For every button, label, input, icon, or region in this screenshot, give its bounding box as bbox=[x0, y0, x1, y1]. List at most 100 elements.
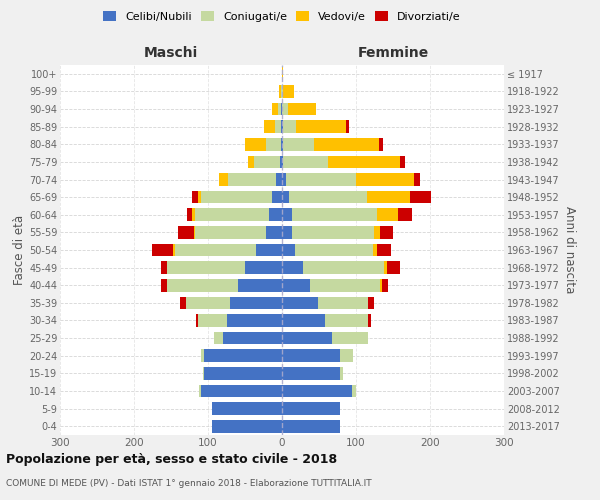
Bar bbox=[275, 120, 281, 133]
Bar bbox=[282, 402, 340, 415]
Bar bbox=[292, 226, 374, 238]
Bar bbox=[346, 120, 349, 133]
Bar bbox=[219, 173, 228, 186]
Bar bbox=[223, 332, 282, 344]
Bar bbox=[194, 208, 269, 221]
Text: Femmine: Femmine bbox=[358, 46, 428, 60]
Legend: Celibi/Nubili, Coniugati/e, Vedovi/e, Divorziati/e: Celibi/Nubili, Coniugati/e, Vedovi/e, Di… bbox=[103, 12, 461, 22]
Bar bbox=[167, 279, 238, 291]
Bar bbox=[276, 173, 282, 186]
Bar bbox=[282, 244, 295, 256]
Bar bbox=[192, 208, 194, 221]
Bar bbox=[380, 279, 382, 291]
Bar bbox=[296, 120, 346, 133]
Bar bbox=[204, 367, 282, 380]
Bar bbox=[196, 226, 266, 238]
Bar bbox=[254, 156, 280, 168]
Bar bbox=[180, 296, 186, 309]
Bar bbox=[196, 314, 199, 327]
Bar bbox=[368, 314, 371, 327]
Bar bbox=[281, 85, 282, 98]
Bar bbox=[238, 279, 282, 291]
Bar bbox=[356, 173, 414, 186]
Bar bbox=[314, 138, 379, 150]
Bar bbox=[161, 279, 167, 291]
Bar bbox=[279, 85, 281, 98]
Bar bbox=[398, 208, 412, 221]
Bar bbox=[200, 350, 204, 362]
Bar bbox=[303, 262, 384, 274]
Bar bbox=[282, 314, 325, 327]
Bar bbox=[212, 420, 282, 432]
Bar bbox=[199, 191, 202, 203]
Bar bbox=[382, 279, 388, 291]
Bar bbox=[374, 226, 380, 238]
Bar bbox=[282, 85, 283, 98]
Bar bbox=[266, 138, 281, 150]
Bar bbox=[230, 296, 282, 309]
Bar bbox=[282, 156, 283, 168]
Bar bbox=[282, 262, 303, 274]
Bar bbox=[289, 191, 367, 203]
Bar bbox=[282, 102, 288, 116]
Bar bbox=[214, 332, 223, 344]
Bar bbox=[282, 420, 340, 432]
Bar bbox=[282, 173, 286, 186]
Bar bbox=[377, 244, 391, 256]
Bar bbox=[269, 208, 282, 221]
Bar bbox=[282, 120, 283, 133]
Bar bbox=[286, 173, 356, 186]
Bar bbox=[186, 296, 230, 309]
Bar bbox=[387, 262, 400, 274]
Bar bbox=[295, 244, 373, 256]
Bar bbox=[264, 120, 275, 133]
Bar bbox=[410, 191, 431, 203]
Bar bbox=[280, 156, 282, 168]
Bar bbox=[282, 332, 332, 344]
Bar bbox=[377, 208, 398, 221]
Bar bbox=[272, 102, 278, 116]
Bar bbox=[282, 350, 340, 362]
Bar bbox=[282, 191, 289, 203]
Bar bbox=[173, 244, 175, 256]
Bar bbox=[245, 138, 266, 150]
Bar bbox=[384, 262, 387, 274]
Bar bbox=[283, 138, 314, 150]
Text: Popolazione per età, sesso e stato civile - 2018: Popolazione per età, sesso e stato civil… bbox=[6, 452, 337, 466]
Bar bbox=[282, 296, 317, 309]
Bar bbox=[266, 226, 282, 238]
Bar bbox=[282, 384, 352, 398]
Bar bbox=[310, 279, 380, 291]
Bar bbox=[204, 350, 282, 362]
Bar bbox=[167, 262, 245, 274]
Bar bbox=[200, 384, 282, 398]
Bar bbox=[248, 156, 254, 168]
Bar bbox=[256, 244, 282, 256]
Bar bbox=[278, 102, 281, 116]
Y-axis label: Fasce di età: Fasce di età bbox=[13, 215, 26, 285]
Bar bbox=[245, 262, 282, 274]
Bar bbox=[373, 244, 377, 256]
Bar bbox=[292, 208, 377, 221]
Bar bbox=[272, 191, 282, 203]
Bar bbox=[178, 226, 194, 238]
Bar bbox=[380, 226, 393, 238]
Bar bbox=[340, 367, 343, 380]
Bar bbox=[193, 191, 199, 203]
Y-axis label: Anni di nascita: Anni di nascita bbox=[563, 206, 577, 294]
Bar bbox=[400, 156, 405, 168]
Bar bbox=[367, 191, 410, 203]
Bar bbox=[203, 367, 204, 380]
Bar bbox=[187, 208, 192, 221]
Bar bbox=[283, 156, 328, 168]
Bar bbox=[288, 102, 316, 116]
Bar bbox=[282, 208, 292, 221]
Bar bbox=[199, 384, 200, 398]
Bar bbox=[352, 384, 356, 398]
Bar bbox=[282, 138, 283, 150]
Bar bbox=[325, 314, 368, 327]
Bar bbox=[161, 262, 167, 274]
Bar bbox=[199, 314, 227, 327]
Bar bbox=[340, 350, 353, 362]
Bar bbox=[281, 102, 282, 116]
